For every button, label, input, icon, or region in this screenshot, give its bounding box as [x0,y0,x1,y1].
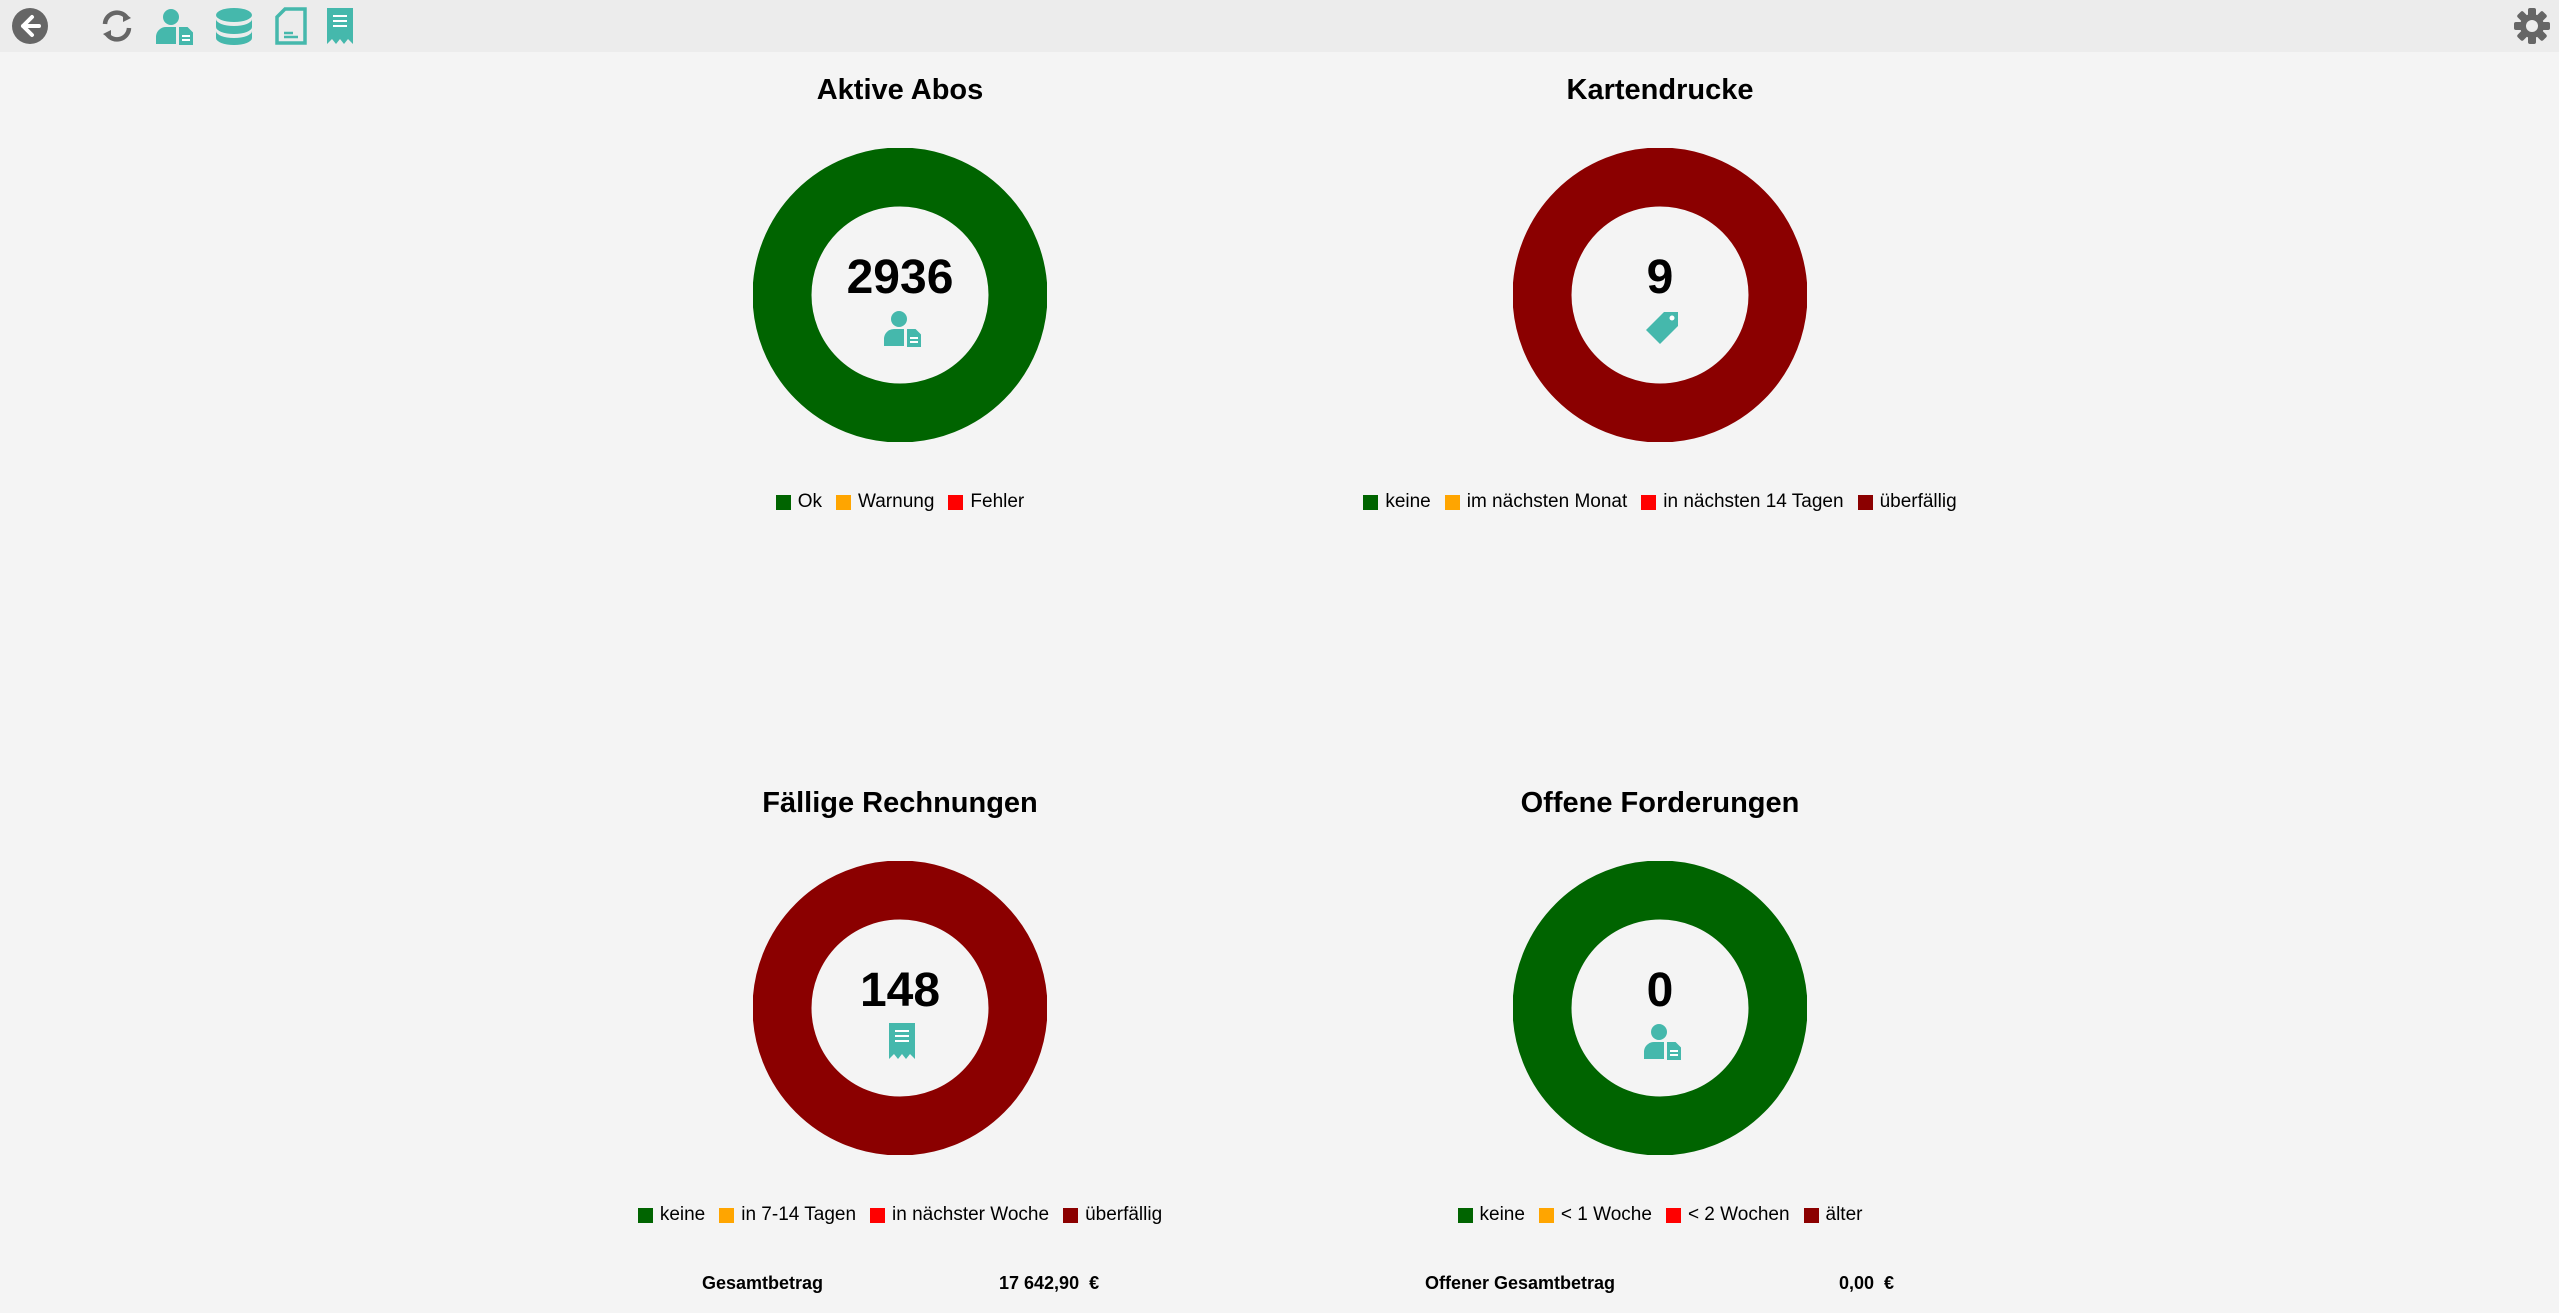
subscriber-icon [1642,1021,1683,1062]
gear-icon[interactable] [2512,6,2552,46]
legend-item[interactable]: Fehler [948,491,1024,513]
panel-title: Offene Forderungen [1520,787,1800,819]
legend: keine < 1 Woche < 2 Wochen älter [1280,1204,2040,1226]
tag-icon [1642,308,1682,348]
legend-label: in nächsten 14 Tagen [1663,491,1844,512]
legend-item[interactable]: < 1 Woche [1538,1204,1652,1226]
legend-swatch [1444,494,1460,510]
count-value: 2936 [846,251,954,304]
legend-swatch [836,494,852,510]
legend-item[interactable]: keine [637,1204,706,1226]
donut-chart[interactable] [753,861,1047,1155]
legend-item[interactable]: überfällig [1063,1204,1162,1226]
refresh-icon[interactable] [97,6,137,46]
panel-fällige-rechnungen: Fällige Rechnungen 148 keine in 7-14 Tage… [520,713,1280,1313]
panel-offene-forderungen: Offene Forderungen 0 keine < 1 Woche < 2 W… [1280,713,2040,1313]
legend-swatch [1665,1207,1681,1223]
document-icon[interactable] [271,6,311,46]
panel-title: Aktive Abos [816,74,984,106]
legend-item[interactable]: Warnung [836,491,934,513]
donut-slice-ok[interactable] [753,148,1047,442]
legend-swatch [1803,1207,1819,1223]
count-value: 0 [1646,964,1674,1017]
count-value: 9 [1646,251,1674,304]
legend-label: Warnung [858,491,935,512]
legend-item[interactable]: im nächsten Monat [1444,491,1628,513]
total-label: Offener Gesamtbetrag [1425,1273,1616,1293]
legend-label: in 7-14 Tagen [741,1204,857,1225]
legend-label: Ok [797,491,823,512]
legend-swatch [1641,494,1657,510]
legend-label: < 2 Wochen [1687,1204,1790,1225]
legend-swatch [637,1207,653,1223]
donut-chart[interactable] [1513,861,1807,1155]
donut-chart[interactable] [1513,148,1807,442]
legend-label: keine [1479,1204,1525,1225]
receipt-icon[interactable] [320,6,360,46]
panel-kartendrucke: Kartendrucke 9 keine im nächsten Monat in … [1280,0,2040,600]
legend: Ok Warnung Fehler [520,491,1280,513]
legend: keine im nächsten Monat in nächsten 14 Tag… [1280,491,2040,513]
legend-item[interactable]: keine [1363,491,1431,513]
legend-swatch [1363,494,1379,510]
legend-label: in nächster Woche [892,1204,1050,1225]
legend-swatch [948,494,964,510]
legend-label: keine [659,1204,706,1225]
toolbar [0,0,2559,52]
legend-swatch [1857,494,1873,510]
donut-slice-überfällig[interactable] [1513,148,1807,442]
total-label: Gesamtbetrag [702,1273,824,1293]
legend-label: überfällig [1085,1204,1163,1225]
legend-swatch [870,1207,886,1223]
panel-title: Fällige Rechnungen [762,787,1038,819]
legend-swatch [1063,1207,1079,1223]
legend-label: im nächsten Monat [1466,491,1628,512]
legend-item[interactable]: überfällig [1857,491,1957,513]
legend-label: überfällig [1879,491,1957,512]
legend-item[interactable]: Ok [775,491,823,513]
receipt-icon [882,1021,922,1061]
subscriber-icon[interactable] [154,6,194,46]
subscriber-icon [882,308,923,349]
legend-item[interactable]: in 7-14 Tagen [719,1204,856,1226]
legend-item[interactable]: in nächsten 14 Tagen [1641,491,1844,513]
database-icon[interactable] [214,6,254,46]
donut-slice-keine[interactable] [1513,861,1807,1155]
donut-slice-überfällig[interactable] [753,861,1047,1155]
legend-item[interactable]: keine [1457,1204,1525,1226]
legend-item[interactable]: in nächster Woche [870,1204,1049,1226]
count-value: 148 [859,964,941,1017]
back-icon[interactable] [10,6,50,46]
panel-aktive-abos: Aktive Abos 2936 Ok Warnung Fehler [520,0,1280,600]
donut-chart[interactable] [753,148,1047,442]
legend-swatch [775,494,791,510]
legend-swatch [1538,1207,1554,1223]
total-value: 0,00 € [1839,1273,1895,1293]
legend: keine in 7-14 Tagen in nächster Woche überf… [520,1204,1280,1226]
panel-title: Kartendrucke [1566,74,1754,106]
legend-item[interactable]: älter [1803,1204,1863,1226]
legend-item[interactable]: < 2 Wochen [1665,1204,1790,1226]
legend-swatch [719,1207,735,1223]
legend-label: Fehler [970,491,1025,512]
legend-label: älter [1825,1204,1863,1225]
legend-swatch [1457,1207,1473,1223]
legend-label: keine [1385,491,1431,512]
total-value: 17 642,90 € [999,1273,1100,1293]
legend-label: < 1 Woche [1560,1204,1652,1225]
